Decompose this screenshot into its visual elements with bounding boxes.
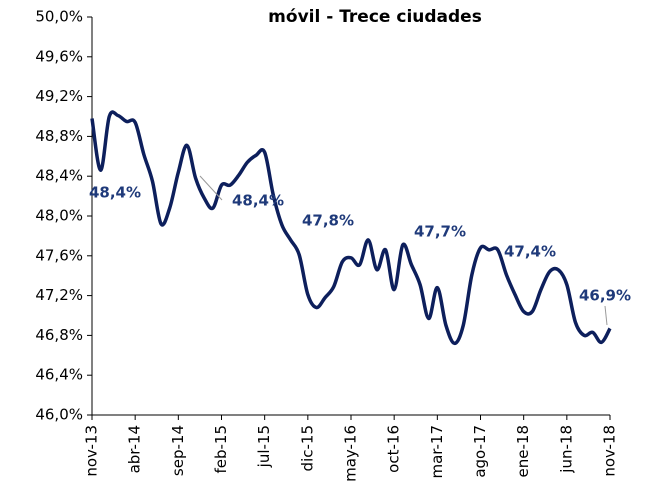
y-tick-label: 46,8% xyxy=(35,326,83,344)
y-tick-label: 48,8% xyxy=(35,127,83,145)
y-tick-label: 47,6% xyxy=(35,246,83,264)
y-tick-label: 49,6% xyxy=(35,47,83,65)
y-tick-label: 50,0% xyxy=(35,8,83,26)
x-tick-label: mar-17 xyxy=(428,425,446,479)
annotation: 48,4% xyxy=(89,184,141,202)
chart-title: móvil - Trece ciudades xyxy=(268,7,482,27)
y-tick-label: 46,0% xyxy=(35,406,83,424)
annotation: 47,7% xyxy=(414,223,466,241)
y-tick-label: 47,2% xyxy=(35,286,83,304)
series-line xyxy=(90,110,612,346)
x-tick-label: dic-15 xyxy=(298,425,316,471)
annotation: 47,8% xyxy=(302,212,354,230)
annotation: 47,4% xyxy=(504,243,556,261)
annotation: 48,4% xyxy=(232,192,284,210)
x-tick-label: sep-14 xyxy=(169,425,187,476)
annotation: 46,9% xyxy=(579,287,631,305)
y-tick-label: 48,4% xyxy=(35,167,83,185)
annotation-leader xyxy=(604,305,608,326)
x-tick-label: jul-15 xyxy=(255,425,273,468)
x-tick-label: oct-16 xyxy=(385,425,403,473)
x-tick-label: nov-13 xyxy=(83,425,101,477)
x-tick-label: may-16 xyxy=(342,425,360,482)
x-tick-label: abr-14 xyxy=(126,425,144,473)
x-tick-label: nov-18 xyxy=(601,425,619,477)
x-tick-label: feb-15 xyxy=(212,425,230,474)
x-tick-label: ene-18 xyxy=(514,425,532,477)
y-tick-label: 46,4% xyxy=(35,366,83,384)
x-tick-label: jun-18 xyxy=(557,425,575,474)
y-tick-label: 49,2% xyxy=(35,87,83,105)
y-tick-label: 48,0% xyxy=(35,207,83,225)
x-tick-label: ago-17 xyxy=(471,425,489,478)
annotation-leader xyxy=(199,175,223,201)
